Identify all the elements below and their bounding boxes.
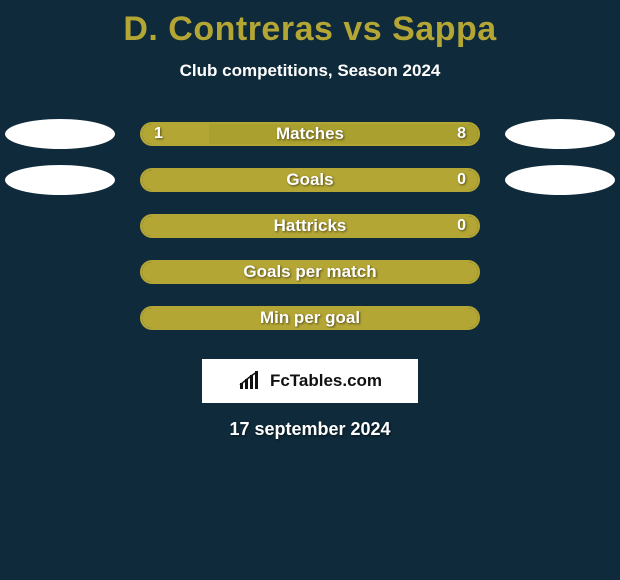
stat-row: Matches1 8 [0,111,620,157]
stat-rows: Matches18Goals0Hattricks0Goals per match… [0,111,620,341]
stat-label: Goals [142,170,478,190]
player-avatar-right [505,165,615,195]
stat-label: Min per goal [142,308,478,328]
date-label: 17 september 2024 [0,419,620,440]
brand-badge: FcTables.com [202,359,418,403]
chart-icon [238,371,264,391]
stat-value-left: 1 [154,125,163,143]
stat-bar: Matches1 8 [140,122,480,146]
player-avatar-left [5,119,115,149]
page-title: D. Contreras vs Sappa [0,10,620,49]
stat-label: Goals per match [142,262,478,282]
stat-row: Min per goal [0,295,620,341]
stat-bar: Hattricks0 [140,214,480,238]
stat-row: Hattricks0 [0,203,620,249]
stat-row: Goals per match [0,249,620,295]
brand-text: FcTables.com [270,371,382,391]
stat-value-right: 0 [457,217,466,235]
stat-value-right: 8 [457,125,466,143]
comparison-infographic: D. Contreras vs Sappa Club competitions,… [0,0,620,580]
stat-label: Hattricks [142,216,478,236]
player-avatar-left [5,165,115,195]
stat-bar: Goals per match [140,260,480,284]
stat-bar: Goals0 [140,168,480,192]
stat-label: Matches [142,124,478,144]
stat-row: Goals0 [0,157,620,203]
stat-value-right: 0 [457,171,466,189]
page-subtitle: Club competitions, Season 2024 [0,61,620,81]
player-avatar-right [505,119,615,149]
stat-bar: Min per goal [140,306,480,330]
